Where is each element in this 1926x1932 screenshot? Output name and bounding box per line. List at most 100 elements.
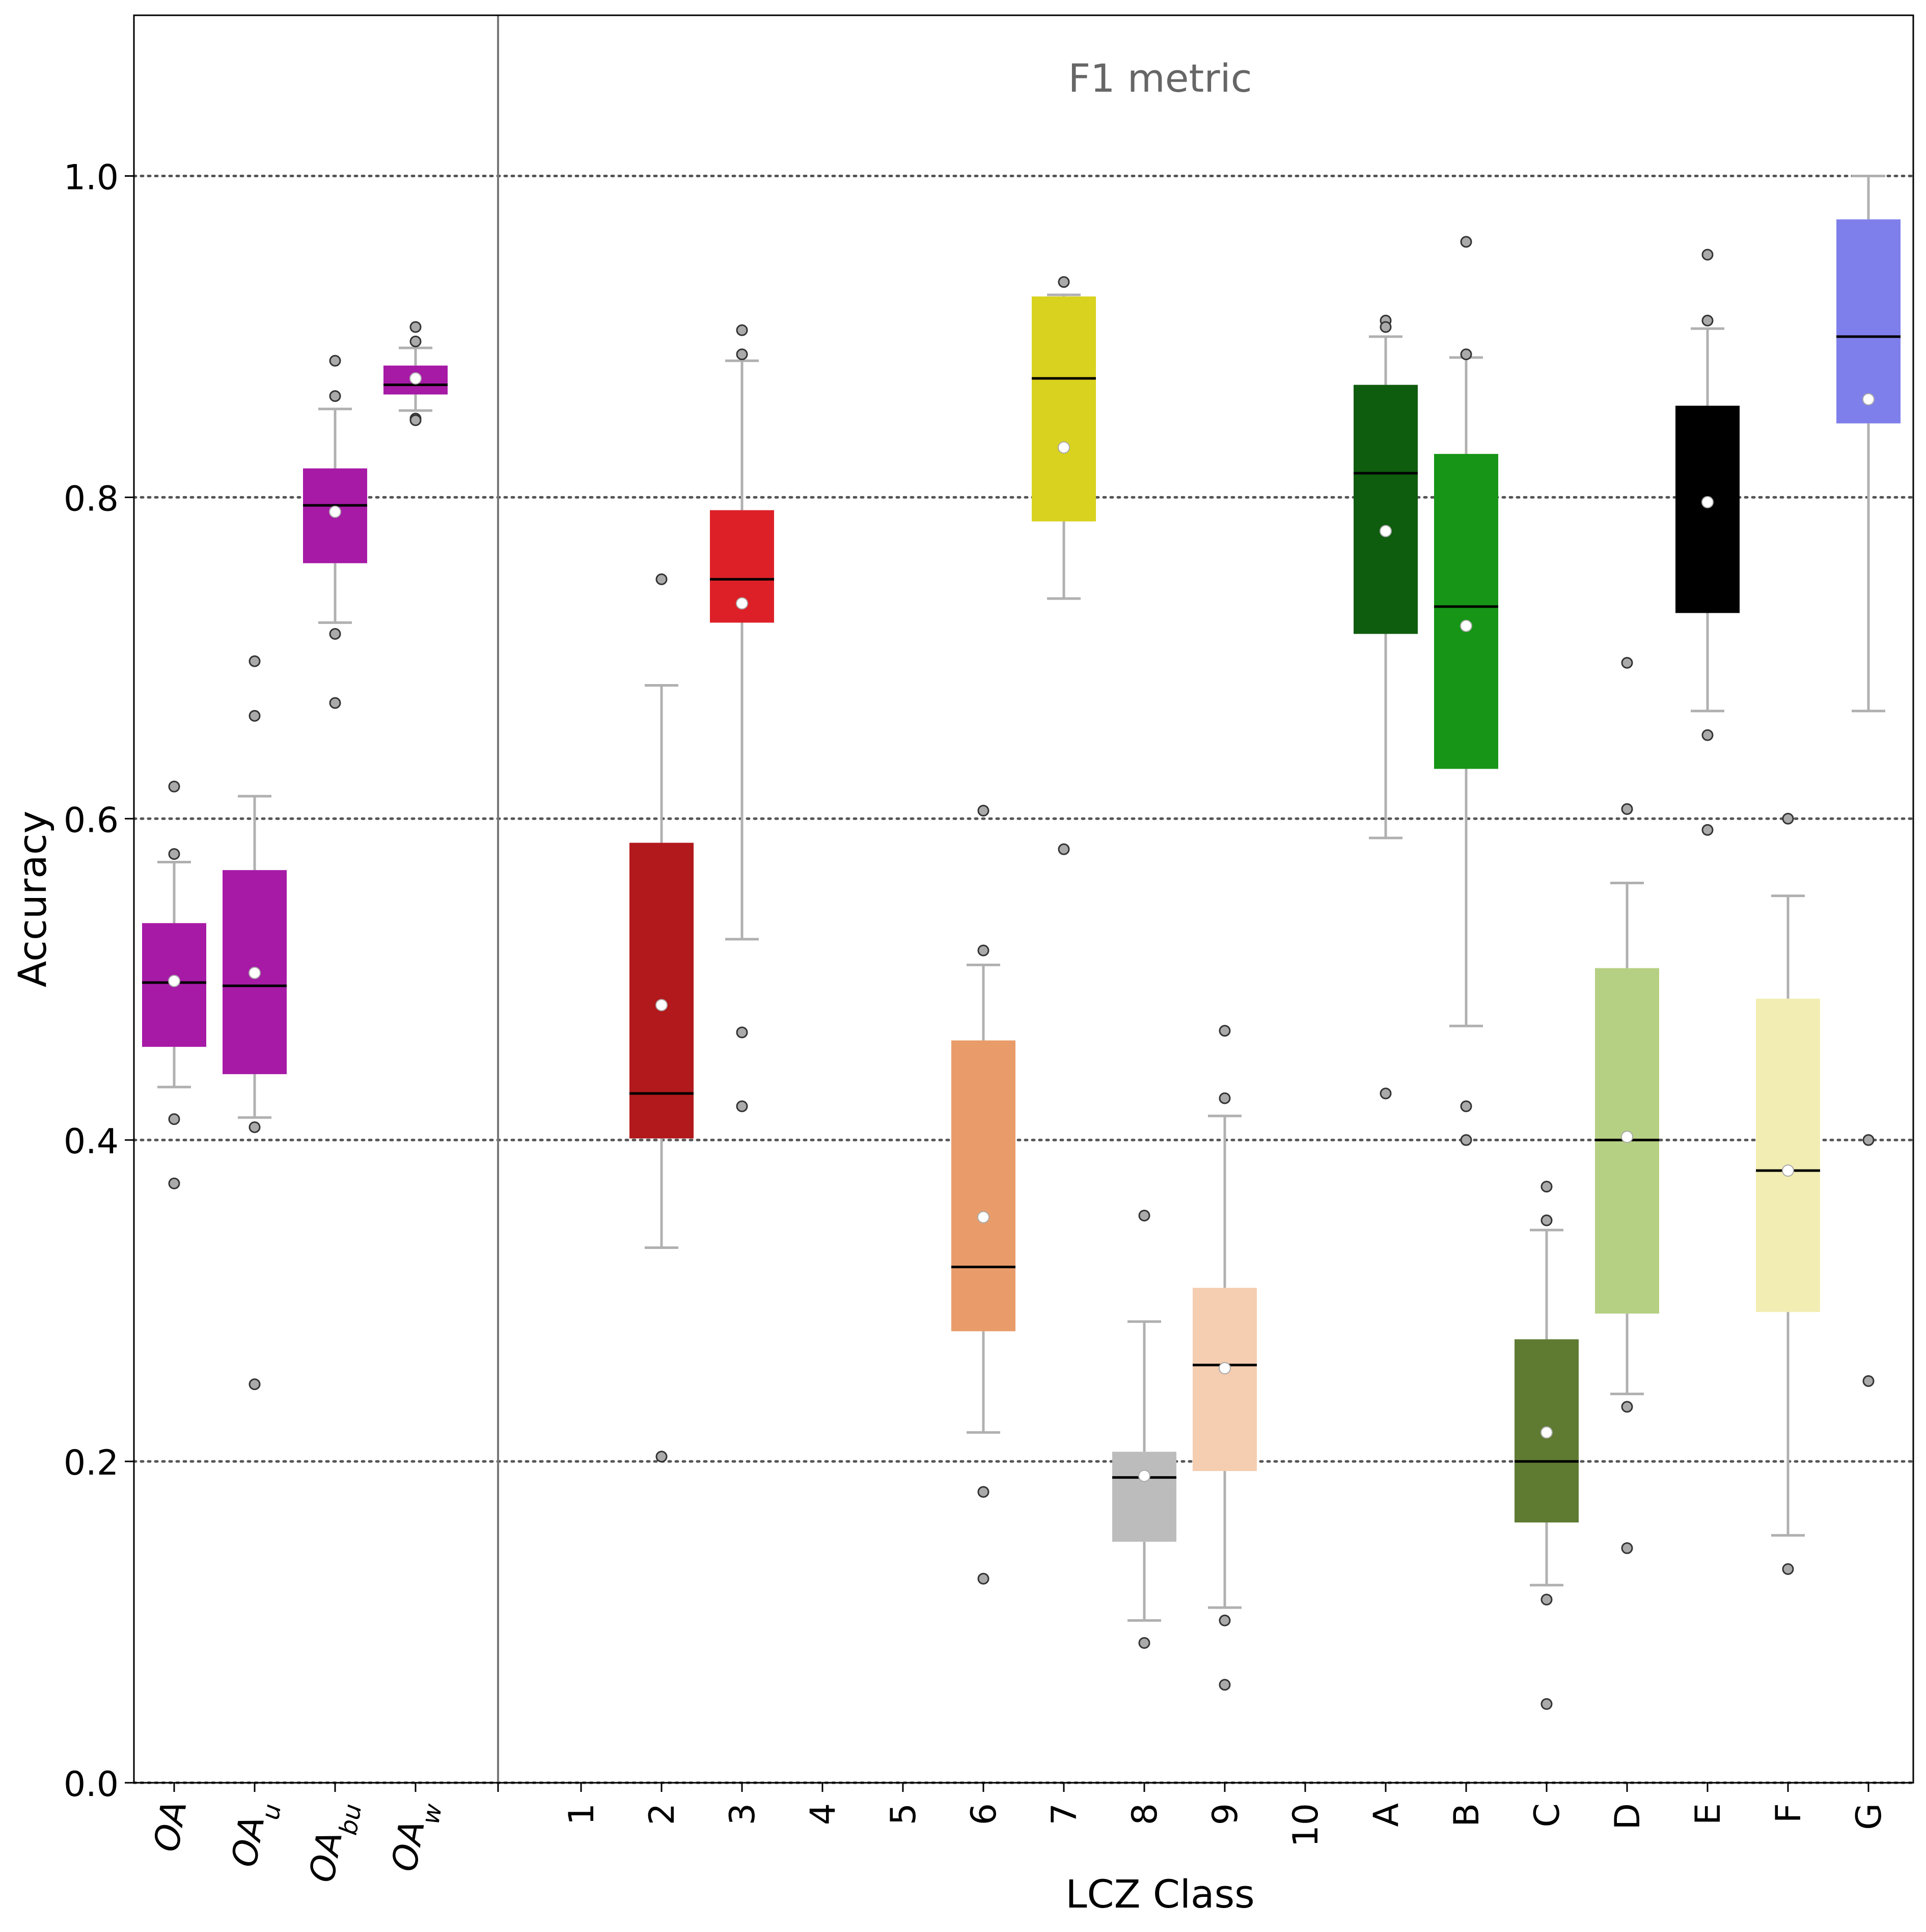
box-lcz-7 [1032,276,1096,855]
x-tick-label: F [1769,1803,1809,1823]
outlier-point [1540,1214,1553,1227]
x-tick-label-sub: w [416,1801,448,1826]
y-tick-label: 0.8 [64,479,119,519]
box-lcz-8 [1112,1209,1176,1649]
outlier-point [409,335,422,347]
box-oa-bu [303,355,367,709]
box-iqr [1675,405,1740,613]
box-lcz-A [1354,314,1418,1100]
box-iqr [1354,385,1418,634]
x-tick-label: 7 [1044,1803,1085,1825]
outlier-point [1540,1181,1553,1193]
box-iqr [1032,296,1096,522]
box-lcz-9 [1193,1025,1257,1691]
outlier-point [1701,729,1714,741]
x-tick-label: B [1447,1803,1487,1827]
outlier-point [1058,843,1070,855]
mean-marker [1782,1164,1794,1177]
outlier-point [977,1572,989,1585]
outlier-point [1701,824,1714,836]
outlier-point [1621,1542,1633,1554]
box-iqr [951,1040,1015,1331]
outlier-point [249,1121,261,1133]
outlier-point [249,710,261,722]
box-oa-overall [142,780,206,1189]
x-tick-label: OAu [224,1798,287,1872]
outlier-point [655,1451,668,1463]
y-tick-label: 1.0 [64,157,119,198]
mean-marker [409,372,422,385]
mean-marker [1621,1130,1633,1143]
x-tick-label: OAw [384,1798,448,1877]
box-lcz-G [1836,174,1901,1387]
outlier-point [1219,1614,1231,1626]
box-iqr [1756,998,1820,1312]
outlier-point [249,1378,261,1391]
outlier-point [329,697,341,709]
outlier-point [1701,249,1714,261]
box-iqr [1434,454,1498,769]
box-lcz-B [1434,236,1498,1146]
outlier-point [1219,1092,1231,1104]
outlier-point [1540,1593,1553,1606]
outlier-point [1460,236,1472,248]
outlier-point [1862,1375,1875,1387]
x-tick-label: 3 [723,1803,763,1825]
outlier-point [1460,348,1472,361]
x-tick-label-main: OA [224,1813,272,1870]
outlier-point [168,1113,180,1125]
box-lcz-6 [951,805,1015,1585]
x-tick-label: 8 [1125,1803,1165,1825]
outlier-point [736,1100,748,1112]
outlier-point [1540,1698,1553,1710]
outlier-point [168,780,180,793]
outlier-point [736,348,748,361]
mean-marker [249,967,261,979]
mean-marker [977,1211,989,1223]
x-tick-label: D [1608,1803,1648,1830]
x-tick-label: 4 [803,1803,843,1825]
y-tick-label: 0.0 [64,1764,119,1805]
mean-marker [1460,619,1472,632]
x-tick-label-main: OA [302,1828,350,1885]
outlier-point [1460,1134,1472,1146]
outlier-point [329,628,341,640]
x-tick-label-main: OA [147,1798,195,1855]
outlier-point [249,655,261,667]
x-tick-label-main: OA [384,1817,433,1874]
outlier-point [1138,1209,1150,1221]
outlier-point [977,944,989,957]
outlier-point [1782,1563,1794,1575]
outlier-point [1621,657,1633,669]
outlier-point [1219,1025,1231,1037]
mean-marker [655,999,668,1012]
box-lcz-3 [710,324,774,1112]
mean-marker [1862,393,1875,405]
x-tick-label: 2 [642,1803,682,1825]
outlier-point [1782,812,1794,825]
outlier-point [1380,321,1392,333]
x-tick-label-sub: bu [334,1802,368,1837]
x-tick-label: G [1849,1803,1889,1830]
mean-marker [1701,496,1714,508]
outlier-point [1621,803,1633,815]
mean-marker [1540,1426,1553,1439]
outlier-point [1219,1679,1231,1691]
mean-marker [736,597,748,610]
plot-frame [133,14,1914,1784]
box-oa-w [383,321,448,426]
outlier-point [329,390,341,402]
mean-marker [1138,1470,1150,1482]
outlier-point [329,355,341,367]
box-iqr [1836,219,1901,424]
chart-title: F1 metric [1068,56,1252,101]
outlier-point [1058,276,1070,288]
y-axis-label: Accuracy [10,811,55,988]
outlier-point [1621,1401,1633,1413]
outlier-point [409,414,422,426]
mean-marker [1380,525,1392,537]
x-tick-label: OA [147,1798,195,1855]
outlier-point [1138,1637,1150,1649]
